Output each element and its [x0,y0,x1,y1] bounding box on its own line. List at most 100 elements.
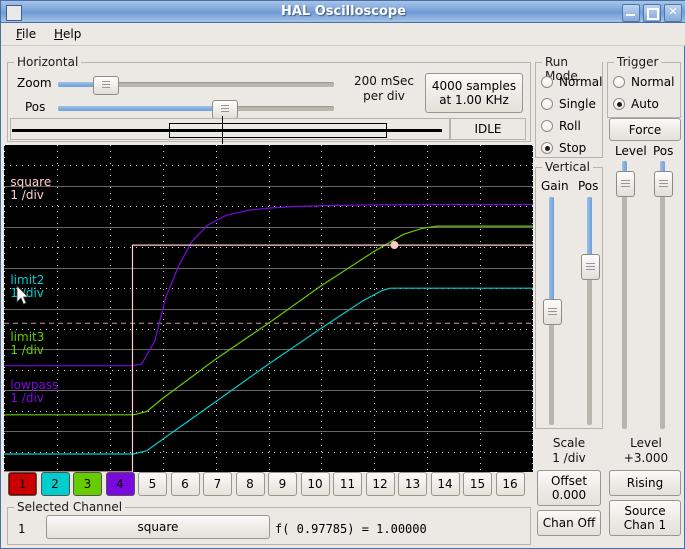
channel-button-label: 13 [404,477,421,491]
trigger-edge-button[interactable]: Rising [609,470,681,496]
scope-display[interactable]: lowpass 1 /div limit3 1 /div limit2 1 /div squ… [4,145,533,472]
channel-button-14[interactable]: 14 [430,472,460,496]
signal-name-button[interactable]: square [46,515,270,539]
vertical-gain-slider-fill [549,197,554,311]
sample-rate-button[interactable]: 4000 samples at 1.00 KHz [425,73,523,113]
vertical-pos-slider-thumb[interactable] [581,254,600,281]
run-mode-roll[interactable]: Roll [541,118,581,134]
channel-button-label: 7 [213,477,222,491]
trigger-auto[interactable]: Auto [613,96,659,112]
maximize-icon[interactable] [643,4,661,22]
run-status: IDLE [450,118,526,140]
trigger-level-title: Level [630,436,662,450]
trigger-normal[interactable]: Normal [613,74,674,90]
zoom-slider-thumb[interactable] [93,76,120,95]
channel-button-label: 15 [469,477,486,491]
channel-button-1[interactable]: 1 [8,472,37,496]
radio-selected-icon [541,142,553,154]
run-mode-normal-label: Normal [559,75,603,89]
trigger-level-readout: Level +3.000 [611,436,681,466]
position-strip-trigger-tick [222,116,223,144]
menu-file[interactable]: File [16,27,37,41]
radio-icon [613,76,625,88]
vertical-gain-slider-thumb[interactable] [543,299,562,325]
vertical-gain-label: Gain [541,179,569,193]
window-controls: ✕ [622,4,682,22]
vertical-legend: Vertical [542,160,593,174]
channel-button-10[interactable]: 10 [300,472,330,496]
channel-button-label: 11 [339,477,356,491]
chan-off-button[interactable]: Chan Off [537,510,601,536]
scope-label-units: 1 /div [10,390,44,405]
channel-button-3[interactable]: 3 [73,472,102,496]
channel-button-13[interactable]: 13 [398,472,427,496]
scope-label-lowpass: lowpass 1 /div [10,377,59,405]
timebase-value: 200 mSec [353,74,414,88]
scope-traces [4,145,533,472]
run-mode-single[interactable]: Single [541,96,596,112]
horizontal-position-strip[interactable] [10,116,450,144]
position-strip-window[interactable] [169,123,387,138]
menu-help[interactable]: Help [54,27,82,41]
channel-button-8[interactable]: 8 [235,472,265,496]
channel-button-label: 1 [18,477,27,491]
trigger-level-value: +3.000 [623,451,669,465]
channel-button-label: 2 [51,477,59,491]
close-icon[interactable]: ✕ [664,4,682,22]
vertical-pos-slider-track[interactable] [587,197,592,425]
run-mode-stop[interactable]: Stop [541,140,586,156]
scope-label-name: limit2 [10,273,45,288]
zoom-slider-track[interactable] [58,82,334,87]
vertical-frame: Vertical [535,160,603,429]
channel-button-7[interactable]: 7 [203,472,232,496]
vertical-offset-title: Offset [550,474,588,488]
selected-channel-number: 1 [18,522,26,536]
channel-button-5[interactable]: 5 [138,472,167,496]
trigger-legend: Trigger [614,55,662,69]
channel-button-4[interactable]: 4 [105,472,135,496]
trigger-level-slider-track[interactable] [622,161,627,429]
force-trigger-button[interactable]: Force [609,118,681,141]
zoom-label: Zoom [17,76,52,90]
run-mode-legend: Run Mode [542,55,602,83]
horizontal-pos-slider-track[interactable] [58,106,334,111]
vertical-offset-button[interactable]: Offset 0.000 [537,470,601,506]
zoom-slider-fill [58,82,106,87]
trigger-pos-slider-track[interactable] [660,161,665,429]
minimize-icon[interactable] [622,4,640,22]
signal-value-readout: f( 0.97785) = 1.00000 [275,522,427,536]
trigger-pos-slider-thumb[interactable] [654,170,673,197]
channel-button-label: 12 [372,477,388,491]
channel-button-label: 6 [181,477,189,491]
channel-button-label: 10 [307,477,323,491]
run-mode-normal[interactable]: Normal [541,74,602,90]
channel-button-16[interactable]: 16 [495,472,525,496]
scope-label-name: square [10,175,52,190]
horizontal-pos-label: Pos [25,100,46,114]
trigger-frame: Trigger [607,55,681,118]
horizontal-pos-slider-thumb[interactable] [211,100,238,119]
scope-label-name: lowpass [10,377,59,392]
vertical-scale-title: Scale [552,436,586,450]
channel-button-15[interactable]: 15 [463,472,492,496]
sample-count-label: 4000 samples [431,79,517,93]
window-menu-icon[interactable] [6,5,22,21]
channel-button-11[interactable]: 11 [333,472,362,496]
channel-button-9[interactable]: 9 [268,472,297,496]
trigger-normal-label: Normal [631,75,675,89]
selected-channel-legend: Selected Channel [14,500,126,514]
position-strip-bar [12,129,442,132]
channel-button-label: 9 [278,477,287,491]
run-mode-single-label: Single [559,97,596,111]
mouse-cursor-icon [16,285,29,305]
channel-button-2[interactable]: 2 [40,472,70,496]
sample-rate-label: at 1.00 KHz [439,93,509,107]
trigger-source-button[interactable]: Source Chan 1 [609,500,681,536]
channel-button-12[interactable]: 12 [365,472,395,496]
run-mode-roll-label: Roll [559,119,581,133]
channel-button-6[interactable]: 6 [170,472,200,496]
trigger-level-slider-thumb[interactable] [616,170,635,197]
window-title: HAL Oscilloscope [280,4,407,19]
radio-selected-icon [613,98,625,110]
